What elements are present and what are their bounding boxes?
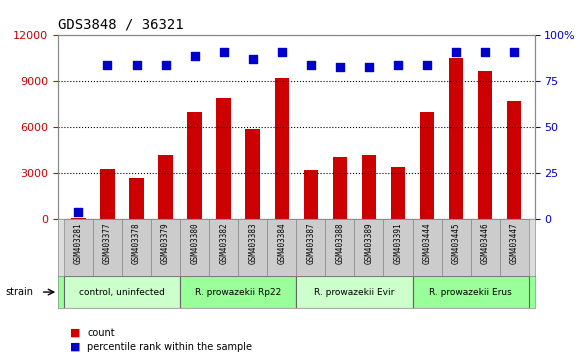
Point [74, 209, 83, 215]
FancyBboxPatch shape [238, 219, 267, 276]
Point [451, 49, 461, 55]
FancyBboxPatch shape [383, 219, 413, 276]
FancyBboxPatch shape [180, 219, 209, 276]
Text: GSM403377: GSM403377 [103, 222, 112, 264]
Text: GSM403383: GSM403383 [248, 222, 257, 264]
FancyBboxPatch shape [93, 219, 122, 276]
Point [422, 62, 432, 68]
FancyBboxPatch shape [500, 219, 529, 276]
Bar [275, 78, 289, 219]
Bar [100, 169, 115, 219]
Point [480, 49, 490, 55]
Point [364, 64, 374, 69]
FancyBboxPatch shape [413, 219, 442, 276]
Bar [158, 155, 173, 219]
Point [219, 49, 228, 55]
Text: GSM403445: GSM403445 [451, 222, 461, 264]
Text: ■: ■ [70, 328, 80, 338]
Text: strain: strain [6, 287, 34, 297]
Text: ■: ■ [70, 342, 80, 352]
Text: GSM403281: GSM403281 [74, 222, 83, 264]
Bar [391, 167, 406, 219]
Point [306, 62, 315, 68]
Bar [507, 101, 522, 219]
Point [393, 62, 403, 68]
Bar [332, 156, 347, 219]
Text: GSM403378: GSM403378 [132, 222, 141, 264]
Point [132, 62, 141, 68]
Text: GSM403389: GSM403389 [364, 222, 374, 264]
FancyBboxPatch shape [413, 276, 529, 308]
Text: GSM403446: GSM403446 [480, 222, 490, 264]
Text: GSM403444: GSM403444 [422, 222, 432, 264]
Bar [245, 129, 260, 219]
Text: GSM403387: GSM403387 [306, 222, 315, 264]
Text: count: count [87, 328, 115, 338]
Text: GSM403388: GSM403388 [335, 222, 345, 264]
Text: percentile rank within the sample: percentile rank within the sample [87, 342, 252, 352]
Bar [71, 218, 86, 219]
Bar [420, 112, 435, 219]
Point [161, 62, 170, 68]
FancyBboxPatch shape [151, 219, 180, 276]
FancyBboxPatch shape [209, 219, 238, 276]
Text: R. prowazekii Erus: R. prowazekii Erus [429, 287, 512, 297]
Text: GSM403382: GSM403382 [219, 222, 228, 264]
Text: R. prowazekii Rp22: R. prowazekii Rp22 [195, 287, 281, 297]
FancyBboxPatch shape [354, 219, 383, 276]
FancyBboxPatch shape [64, 219, 93, 276]
Bar [217, 98, 231, 219]
Bar [130, 178, 144, 219]
Bar [187, 112, 202, 219]
Point [190, 53, 199, 58]
Point [510, 49, 519, 55]
Text: GSM403384: GSM403384 [277, 222, 286, 264]
Text: R. prowazekii Evir: R. prowazekii Evir [314, 287, 394, 297]
FancyBboxPatch shape [296, 219, 325, 276]
FancyBboxPatch shape [442, 219, 471, 276]
Bar [303, 170, 318, 219]
FancyBboxPatch shape [325, 219, 354, 276]
Text: GSM403379: GSM403379 [161, 222, 170, 264]
Point [103, 62, 112, 68]
Text: GDS3848 / 36321: GDS3848 / 36321 [58, 18, 184, 32]
FancyBboxPatch shape [267, 219, 296, 276]
FancyBboxPatch shape [180, 276, 296, 308]
FancyBboxPatch shape [64, 276, 180, 308]
Text: GSM403380: GSM403380 [190, 222, 199, 264]
Text: GSM403391: GSM403391 [393, 222, 403, 264]
FancyBboxPatch shape [122, 219, 151, 276]
Point [335, 64, 345, 69]
Point [277, 49, 286, 55]
FancyBboxPatch shape [471, 219, 500, 276]
Bar [478, 71, 493, 219]
FancyBboxPatch shape [296, 276, 413, 308]
Bar [361, 155, 376, 219]
Text: control, uninfected: control, uninfected [79, 287, 165, 297]
Point [248, 57, 257, 62]
Text: GSM403447: GSM403447 [510, 222, 519, 264]
Bar [449, 58, 464, 219]
